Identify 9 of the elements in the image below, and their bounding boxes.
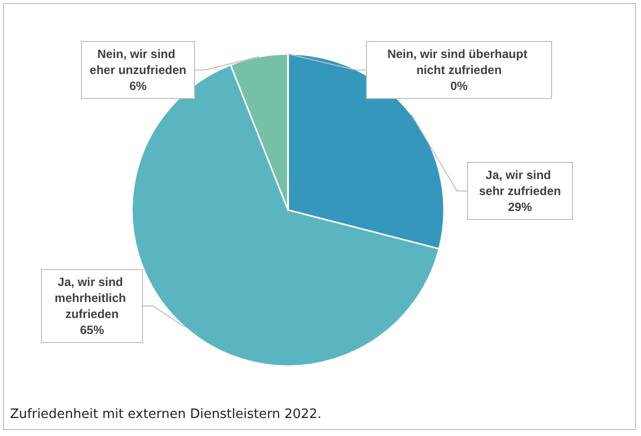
data-label: 29% [508,200,532,214]
category-label: Nein, wir sind überhaupt nicht zufrieden [387,47,528,77]
slice-label: Nein, wir sind eher unzufrieden [90,47,186,77]
slice-label: Ja, wir sind sehr zufrieden [478,168,562,198]
text: 0% [450,79,468,93]
slice-label: Ja, wir sind mehrheitlich zufrieden [54,275,130,321]
data-label: 65% [80,323,104,337]
data-label: 6% [129,79,147,93]
text: Zufriedenheit mit externen Dienstleistern 2022. [10,407,322,422]
